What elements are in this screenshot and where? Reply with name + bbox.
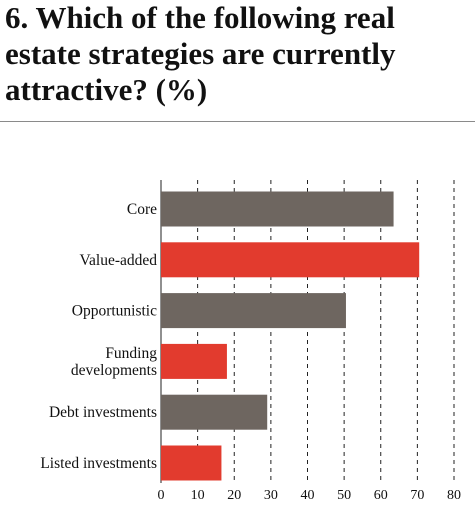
category-label: Funding developments	[71, 345, 157, 379]
x-tick-label: 50	[337, 488, 351, 503]
bar-debt-investments	[161, 394, 268, 430]
category-label: Debt investments	[49, 404, 157, 421]
category-label: Value-added	[80, 252, 158, 269]
x-tick-label: 40	[301, 488, 315, 503]
category-label: Core	[127, 201, 157, 218]
chart-title: 6. Which of the following real estate st…	[5, 0, 396, 107]
x-tick-label: 30	[264, 488, 278, 503]
category-label: Opportunistic	[72, 303, 157, 320]
title-divider	[0, 121, 475, 122]
bar-funding-developments	[161, 343, 227, 379]
x-tick-label: 10	[191, 488, 205, 503]
x-tick-label: 0	[158, 488, 165, 503]
bar-opportunistic	[161, 293, 346, 329]
bar-listed-investments	[161, 445, 222, 481]
x-tick-label: 20	[227, 488, 241, 503]
x-tick-label: 80	[447, 488, 461, 503]
x-tick-label: 60	[374, 488, 388, 503]
bar-core	[161, 191, 394, 227]
bar-value-added	[161, 242, 420, 278]
x-tick-label: 70	[410, 488, 424, 503]
category-label: Listed investments	[40, 455, 157, 472]
